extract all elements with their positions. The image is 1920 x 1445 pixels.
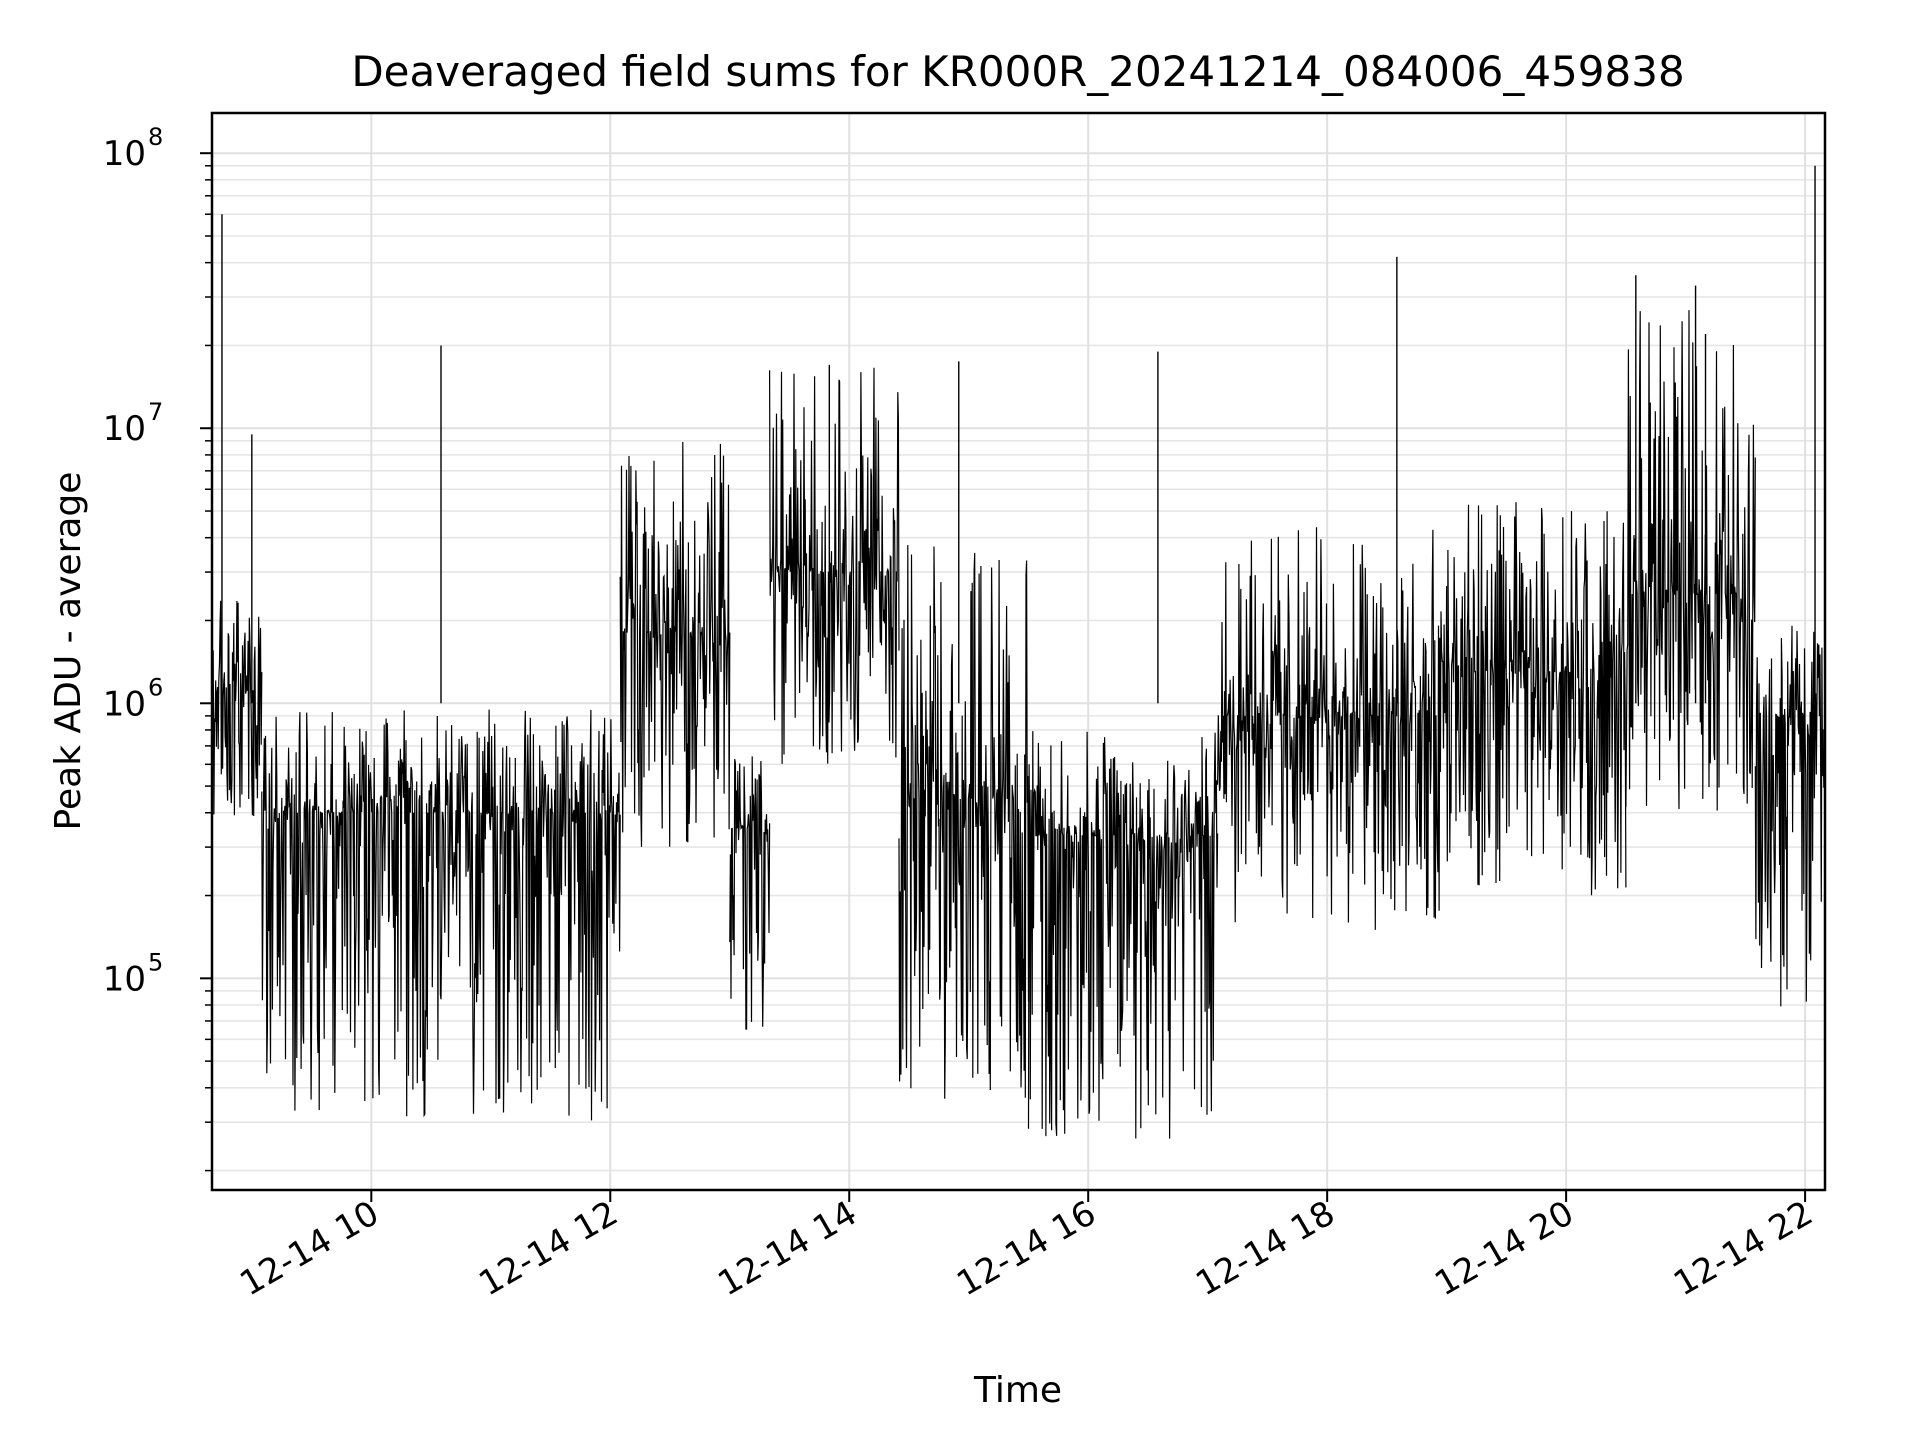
series-line-segment — [211, 600, 263, 817]
series-line-segment — [1027, 731, 1219, 1139]
series-line-segment — [729, 756, 771, 1030]
y-tick-exponent: 5 — [148, 948, 163, 976]
x-axis-label: Time — [973, 1370, 1062, 1411]
series-line-segment — [1217, 527, 1448, 930]
series-line-segment — [1754, 625, 1826, 1007]
chart-title: Deaveraged field sums for KR000R_2024121… — [351, 47, 1684, 96]
y-tick-label: 10 — [103, 409, 146, 449]
series-line-segment — [768, 367, 900, 764]
y-tick-exponent: 8 — [148, 123, 163, 151]
data-layer — [211, 165, 1826, 1139]
series-line-segment — [898, 545, 1030, 1099]
series-line-segment — [261, 709, 621, 1121]
series-line-segment — [1625, 310, 1756, 811]
series-line-segment — [619, 441, 731, 847]
series-line-segment — [1445, 502, 1627, 896]
y-tick-label: 10 — [103, 684, 146, 724]
y-axis-label: Peak ADU - average — [48, 472, 89, 831]
y-tick-label: 10 — [103, 959, 146, 999]
plot-frame — [210, 111, 1827, 1192]
y-tick-exponent: 6 — [148, 673, 163, 701]
y-tick-exponent: 7 — [148, 398, 163, 426]
y-tick-label: 10 — [103, 134, 146, 174]
